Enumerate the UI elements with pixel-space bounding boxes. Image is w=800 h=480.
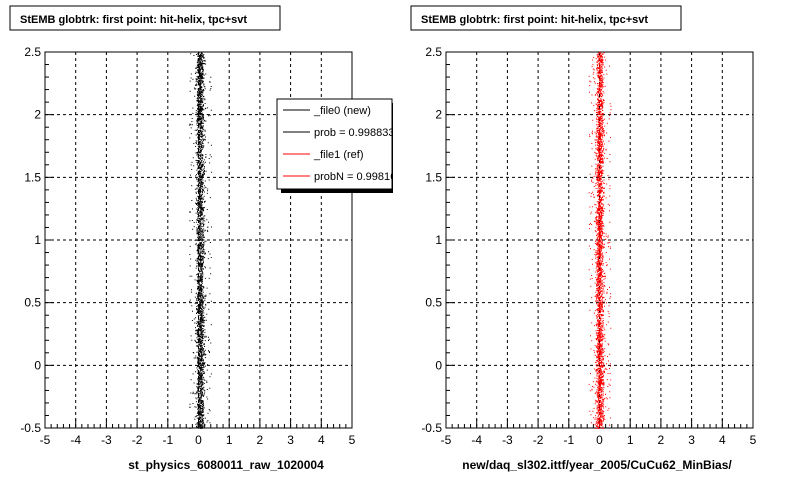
- left-title: StEMB globtrk: first point: hit-helix, t…: [20, 14, 247, 26]
- x-tick-label: -4: [471, 433, 482, 447]
- y-tick-label: 0: [34, 358, 41, 372]
- x-tick-label: 1: [627, 433, 634, 447]
- y-tick-label: 2.5: [24, 45, 41, 59]
- y-tick-label: -0.5: [20, 421, 41, 435]
- legend-box: [276, 98, 393, 190]
- legend-entries: _file0 (new) prob = 0.998833 _file1 (ref) p…: [283, 105, 402, 183]
- left-points: [189, 52, 213, 429]
- x-tick-label: 2: [257, 433, 264, 447]
- y-tick-label: 2: [34, 108, 41, 122]
- right-title-box: [410, 5, 682, 31]
- right-title: StEMB globtrk: first point: hit-helix, t…: [421, 14, 648, 26]
- y-tick-label: 0: [435, 358, 442, 372]
- y-tick-label: 0.5: [24, 296, 41, 310]
- right-points: [588, 52, 612, 429]
- x-tick-label: -1: [162, 433, 173, 447]
- x-tick-label: 3: [287, 433, 294, 447]
- x-tick-label: -2: [132, 433, 143, 447]
- legend-label: _file1 (ref): [313, 149, 364, 161]
- y-tick-label: 2.5: [425, 45, 442, 59]
- right-tick-labels: -5 -4 -3 -2 -1 0 1 2 3 4 5 -0.5 0 0.5 1 1.5 2 2.5: [421, 45, 756, 447]
- x-tick-label: -3: [502, 433, 513, 447]
- left-xlabel: st_physics_6080011_raw_1020004: [128, 458, 324, 472]
- y-tick-label: 1.5: [24, 170, 41, 184]
- x-tick-label: 1: [226, 433, 233, 447]
- scatter-points: [189, 52, 213, 429]
- legend-label: _file0 (new): [313, 105, 371, 117]
- x-tick-label: 4: [719, 433, 726, 447]
- x-tick-label: 2: [658, 433, 665, 447]
- x-tick-label: -4: [70, 433, 81, 447]
- legend-label: probN = 0.998167: [314, 171, 402, 183]
- y-tick-label: 2: [435, 108, 442, 122]
- x-tick-label: 4: [318, 433, 325, 447]
- y-tick-label: 0.5: [425, 296, 442, 310]
- x-tick-label: -3: [101, 433, 112, 447]
- y-tick-label: 1.5: [425, 170, 442, 184]
- x-tick-label: -5: [441, 433, 452, 447]
- left-tick-labels: -5 -4 -3 -2 -1 0 1 2 3 4 5 -0.5 0 0.5 1 1.5 2 2.5: [20, 45, 355, 447]
- x-tick-label: 5: [750, 433, 757, 447]
- scatter-points: [588, 52, 612, 429]
- left-legend: _file0 (new) prob = 0.998833 _file1 (ref) p…: [276, 98, 402, 193]
- y-tick-label: 1: [34, 233, 41, 247]
- right-xlabel: new/daq_sl302.ittf/year_2005/CuCu62_MinB…: [462, 458, 732, 472]
- x-tick-label: 0: [195, 433, 202, 447]
- y-tick-label: 1: [435, 233, 442, 247]
- x-tick-label: -5: [40, 433, 51, 447]
- left-panel: StEMB globtrk: first point: hit-helix, t…: [9, 5, 402, 472]
- left-ticks: [44, 51, 353, 429]
- x-tick-label: 0: [596, 433, 603, 447]
- x-tick-label: 3: [688, 433, 695, 447]
- x-tick-label: 5: [349, 433, 356, 447]
- x-tick-label: -2: [533, 433, 544, 447]
- left-title-box: [9, 5, 281, 31]
- right-ticks: [445, 51, 754, 429]
- x-tick-label: -1: [563, 433, 574, 447]
- right-panel: StEMB globtrk: first point: hit-helix, t…: [410, 5, 757, 472]
- legend-label: prob = 0.998833: [314, 127, 394, 139]
- y-tick-label: -0.5: [421, 421, 442, 435]
